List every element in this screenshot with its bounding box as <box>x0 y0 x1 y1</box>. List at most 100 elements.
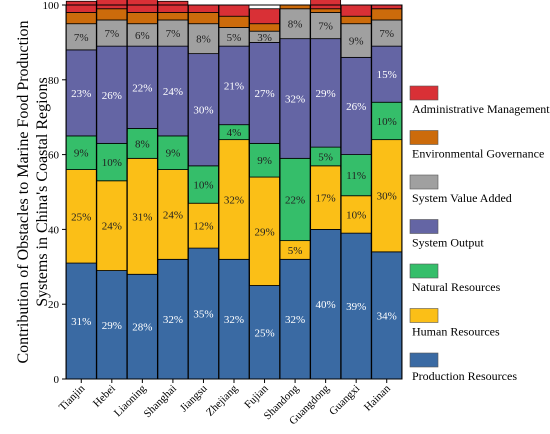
data-label: 8% <box>135 138 150 150</box>
bar-segment <box>340 15 372 25</box>
connector-line <box>279 259 281 286</box>
bar-segment <box>218 45 250 126</box>
legend-label: System Value Added <box>412 191 512 205</box>
bar-segment <box>188 12 219 25</box>
bar-segment <box>279 157 311 242</box>
x-tick-label: Guangxi <box>327 383 362 418</box>
bar-segment <box>96 19 128 47</box>
x-tick-label: Tianjin <box>57 382 88 413</box>
connector-line <box>187 19 189 24</box>
legend-label: Human Resources <box>412 325 500 339</box>
connector-line <box>248 139 250 178</box>
connector-line <box>95 169 98 181</box>
data-label: 32% <box>163 314 183 326</box>
bar-segment <box>218 258 250 380</box>
data-label: 40% <box>316 299 336 311</box>
connector-line <box>187 46 189 54</box>
data-label: 21% <box>224 80 244 92</box>
bar-segment <box>157 45 189 137</box>
bar-segment <box>249 23 280 32</box>
data-label: 9% <box>74 148 89 160</box>
data-label: 23% <box>71 88 91 100</box>
x-tick-label: Shanghai <box>142 383 179 420</box>
data-label: 10% <box>346 209 366 221</box>
bar-segment <box>188 4 219 13</box>
legend-swatch <box>409 174 439 190</box>
connector-line <box>95 8 98 13</box>
connector-line <box>187 169 189 204</box>
data-label: 7% <box>74 32 89 44</box>
bar-segment <box>126 45 158 129</box>
connector-line <box>370 139 373 196</box>
connector-line <box>248 259 250 286</box>
data-label: 32% <box>285 314 305 326</box>
data-label: 26% <box>102 90 122 102</box>
data-label: 24% <box>163 209 183 221</box>
bar-segment <box>371 45 403 103</box>
connector-line <box>248 27 250 32</box>
legend-label: Natural Resources <box>412 280 501 294</box>
bar-segment <box>249 285 280 380</box>
connector-line <box>309 165 311 241</box>
bar-segment <box>249 8 280 25</box>
connector-line <box>309 147 311 159</box>
connector-line <box>340 12 342 24</box>
y-tick-label: 60 <box>48 150 60 162</box>
data-label: 5% <box>288 245 303 257</box>
data-label: 24% <box>102 221 122 233</box>
connector-line <box>340 147 342 155</box>
connector-line <box>187 248 189 260</box>
data-label: 9% <box>166 148 181 160</box>
bar-segment <box>96 142 128 182</box>
legend-label: Administrative Management <box>412 102 550 116</box>
legend-swatch <box>409 130 439 145</box>
y-tick-label: 40 <box>48 224 60 236</box>
data-label: 11% <box>346 170 366 182</box>
bar-segment <box>157 258 189 380</box>
data-label: 27% <box>254 88 274 100</box>
y-tick-label: 0 <box>54 374 60 386</box>
bar-segment <box>65 23 97 51</box>
data-label: 5% <box>318 151 333 163</box>
bar-segment <box>249 42 280 144</box>
bar-segment <box>96 0 128 10</box>
connector-line <box>218 248 220 260</box>
data-label: 5% <box>227 32 242 44</box>
connector-line <box>248 16 250 24</box>
bar-segment <box>279 8 311 40</box>
connector-line <box>279 4 281 24</box>
x-tick-label: Hebei <box>91 383 118 410</box>
bar-segment <box>188 202 219 249</box>
bar-segment <box>65 12 97 25</box>
data-label: 29% <box>102 320 122 332</box>
bar-segment <box>188 165 219 204</box>
connector-line <box>248 42 250 47</box>
connector-line <box>279 143 281 159</box>
connector-line <box>126 158 128 181</box>
connector-line <box>340 8 342 17</box>
bar-segment <box>218 4 250 17</box>
connector-line <box>157 158 159 170</box>
data-label: 26% <box>346 101 366 113</box>
plot-area: 31% 29% 28% 32% 35% 32% 25% 32% 40% 39% 34% 25% 24% 3… <box>65 0 403 380</box>
connector-line <box>95 46 98 50</box>
connector-line <box>95 263 98 271</box>
data-label: 8% <box>288 19 303 31</box>
data-label: 10% <box>377 116 397 128</box>
data-label: 32% <box>224 314 244 326</box>
data-label: 4% <box>227 127 242 139</box>
connector-line <box>126 270 128 275</box>
bar-segment <box>249 142 280 178</box>
data-label: 6% <box>135 30 150 42</box>
x-tick-label: Zhejiang <box>204 382 240 418</box>
legend-label: Production Resources <box>412 369 517 383</box>
data-label: 24% <box>163 86 183 98</box>
bar-segment <box>96 270 128 380</box>
bar-segment <box>371 8 403 21</box>
data-label: 7% <box>318 21 333 33</box>
legend-swatch <box>409 308 439 323</box>
data-label: 22% <box>285 194 305 206</box>
connector-line <box>218 23 220 28</box>
data-label: 12% <box>193 221 213 233</box>
